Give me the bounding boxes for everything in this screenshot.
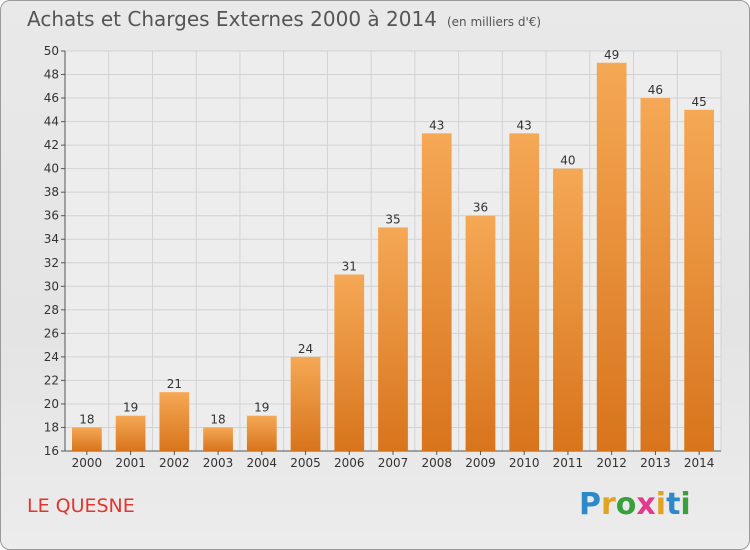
bar-value-label: 43 [517,118,532,132]
bar-value-label: 18 [79,412,94,426]
logo-letter: x [636,487,656,522]
chart-title: Achats et Charges Externes 2000 à 2014 (e… [27,7,541,31]
bar-value-label: 31 [342,260,357,274]
y-tick-label: 38 [44,185,59,199]
y-tick-label: 36 [44,209,59,223]
chart-title-text: Achats et Charges Externes 2000 à 2014 [27,7,437,31]
logo-letter: i [655,487,667,522]
x-tick-label: 2013 [640,456,671,470]
bar-value-label: 35 [385,212,400,226]
logo-letter: t [666,487,681,522]
y-tick-label: 42 [44,138,59,152]
bar [246,415,277,451]
bar [115,415,146,451]
x-tick-label: 2009 [465,456,496,470]
y-tick-label: 50 [44,44,59,58]
logo-letter: r [601,487,616,522]
x-tick-label: 2001 [115,456,146,470]
x-tick-label: 2007 [378,456,409,470]
y-tick-label: 28 [44,303,59,317]
y-tick-label: 26 [44,326,59,340]
bar [290,356,321,451]
x-tick-label: 2003 [203,456,234,470]
bar [596,62,627,451]
bar [159,392,190,451]
y-tick-label: 30 [44,279,59,293]
logo-letter: P [579,487,601,522]
y-tick-label: 46 [44,91,59,105]
bar-value-label: 19 [123,401,138,415]
bar-value-label: 45 [691,95,706,109]
bar [465,215,496,451]
bar [509,133,540,451]
bar [640,98,671,451]
y-tick-label: 48 [44,68,59,82]
bar [553,168,583,451]
x-tick-label: 2004 [247,456,278,470]
x-tick-label: 2014 [684,456,715,470]
bar [421,133,452,451]
y-tick-label: 24 [44,350,59,364]
bar-value-label: 49 [604,48,619,62]
bar [203,427,233,451]
bar-value-label: 24 [298,342,313,356]
x-tick-label: 2010 [509,456,540,470]
bars [71,62,715,451]
y-tick-label: 40 [44,162,59,176]
y-tick-label: 34 [44,232,59,246]
proxiti-logo: Proxiti [579,487,691,522]
x-tick-label: 2002 [159,456,190,470]
x-tick-label: 2011 [553,456,584,470]
bar-value-label: 36 [473,201,488,215]
bar-value-label: 43 [429,118,444,132]
bar [684,109,715,451]
bar [378,227,408,451]
chart-subtitle: (en milliers d'€) [446,15,542,29]
bar-value-label: 19 [254,401,269,415]
x-tick-label: 2012 [596,456,627,470]
bar-value-label: 18 [210,412,225,426]
logo-letter: o [615,487,637,522]
y-tick-label: 18 [44,420,59,434]
y-tick-label: 20 [44,397,59,411]
y-tick-label: 32 [44,256,59,270]
x-tick-label: 2000 [72,456,103,470]
bar [71,427,102,451]
logo-letter: i [680,487,691,522]
commune-name: LE QUESNE [27,495,135,517]
x-tick-label: 2005 [290,456,321,470]
bar-value-label: 21 [167,377,182,391]
bar-value-label: 46 [648,83,663,97]
y-tick-label: 22 [44,373,59,387]
x-tick-label: 2006 [334,456,365,470]
labels: 16 18 20 22 24 26 28 30 32 34 36 38 40 42 44 46 48 50 18 20… [44,44,715,470]
x-tick-label: 2008 [421,456,452,470]
bar [334,274,365,451]
y-tick-label: 16 [44,444,59,458]
bar-value-label: 40 [560,154,575,168]
y-tick-label: 44 [44,115,59,129]
